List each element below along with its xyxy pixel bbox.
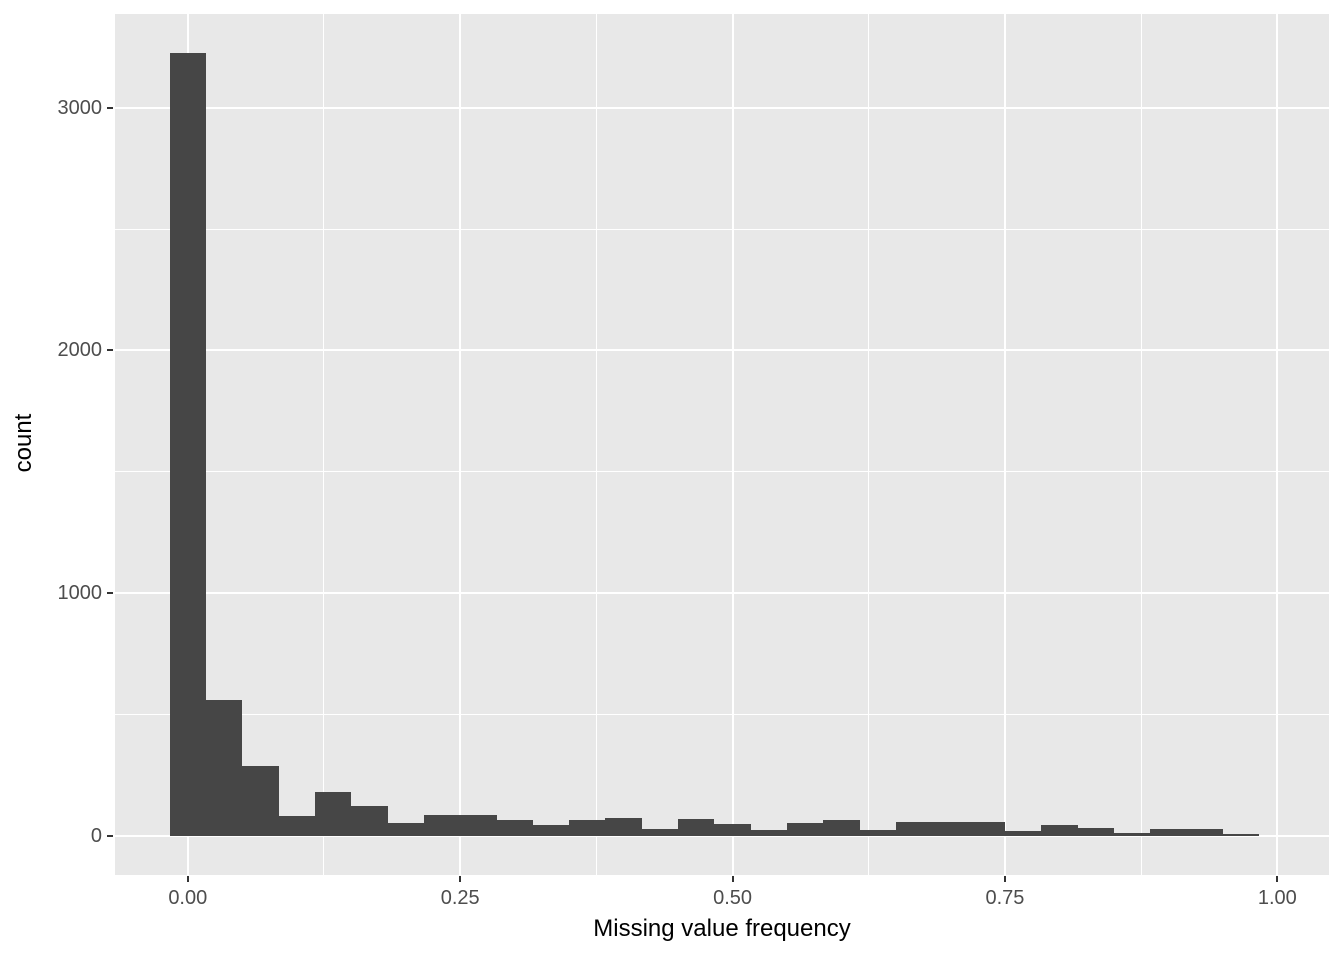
histogram-bar <box>641 829 679 836</box>
histogram-bar <box>714 823 751 836</box>
gridline-x-major <box>1276 14 1279 875</box>
gridline-y-major <box>115 592 1329 595</box>
histogram-bar <box>750 829 787 836</box>
y-axis-title: count <box>10 413 37 473</box>
gridline-x-major <box>459 14 462 875</box>
x-tick-label: 0.75 <box>985 887 1025 909</box>
histogram-bar <box>169 53 206 836</box>
histogram-bar <box>787 823 824 836</box>
histogram-bar <box>896 822 933 836</box>
gridline-x-minor <box>595 14 597 875</box>
y-tick-label: 3000 <box>57 96 103 119</box>
histogram-bar <box>496 820 533 836</box>
x-tick-mark <box>459 876 462 882</box>
histogram-bar <box>569 819 606 836</box>
x-axis-title: Missing value frequency <box>593 915 851 942</box>
histogram-bar <box>532 825 570 836</box>
histogram-bar <box>205 699 243 836</box>
histogram-bar <box>932 822 969 836</box>
y-tick-mark <box>107 834 113 837</box>
histogram-bar <box>278 815 315 836</box>
histogram-bar <box>823 820 860 836</box>
x-tick-mark <box>1003 876 1006 882</box>
gridline-x-minor <box>323 14 325 875</box>
histogram-bar <box>387 822 424 836</box>
gridline-x-major <box>731 14 734 875</box>
gridline-y-major <box>115 834 1329 837</box>
histogram-bar <box>314 791 352 836</box>
histogram-bar <box>460 815 497 836</box>
histogram-bar <box>1004 831 1042 836</box>
x-tick-label: 0.25 <box>440 887 480 909</box>
histogram-bar <box>968 822 1005 836</box>
histogram-bar <box>242 765 279 836</box>
gridline-x-minor <box>1140 14 1142 875</box>
y-tick-mark <box>107 592 113 595</box>
histogram-bar <box>1077 827 1114 836</box>
histogram-bar <box>1113 833 1151 836</box>
y-tick-mark <box>107 349 113 352</box>
histogram-bar <box>351 806 388 836</box>
y-tick-label: 0 <box>90 824 102 847</box>
histogram-bar <box>1041 824 1078 836</box>
histogram-bar <box>605 817 642 836</box>
histogram-bar <box>859 830 896 836</box>
y-tick-mark <box>107 106 113 109</box>
x-tick-mark <box>731 876 734 882</box>
x-tick-mark <box>186 876 189 882</box>
gridline-x-minor <box>868 14 870 875</box>
histogram-bar <box>1186 829 1223 836</box>
gridline-y-major <box>115 349 1329 352</box>
gridline-y-minor <box>115 471 1329 473</box>
histogram-bar <box>1222 834 1260 836</box>
x-tick-mark <box>1276 876 1279 882</box>
gridline-y-minor <box>115 228 1329 230</box>
plot-panel <box>115 14 1329 875</box>
gridline-y-minor <box>115 714 1329 716</box>
y-tick-label: 2000 <box>57 339 103 362</box>
gridline-y-major <box>115 106 1329 109</box>
x-tick-label: 0.50 <box>713 887 753 909</box>
x-tick-label: 0.00 <box>168 887 208 909</box>
histogram-bar <box>423 815 461 836</box>
gridline-x-major <box>1003 14 1006 875</box>
x-tick-label: 1.00 <box>1257 887 1297 909</box>
y-tick-label: 1000 <box>57 582 103 605</box>
histogram-bar <box>678 818 715 836</box>
histogram-bar <box>1150 829 1187 836</box>
